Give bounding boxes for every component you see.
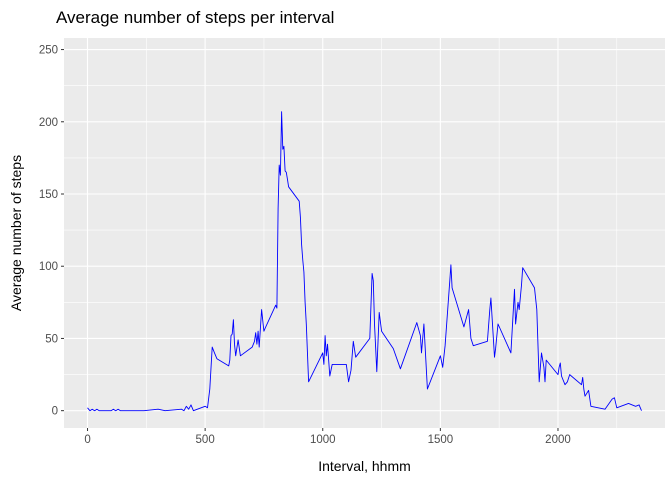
x-tick-label: 2000 bbox=[545, 434, 571, 446]
series-line bbox=[87, 111, 642, 412]
y-tick-label: 0 bbox=[52, 406, 58, 418]
x-tick-label: 0 bbox=[84, 434, 90, 446]
x-axis-ticks: 0 500 1000 1500 2000 bbox=[84, 428, 571, 446]
y-tick-label: 150 bbox=[39, 189, 58, 201]
y-tick-label: 200 bbox=[39, 117, 58, 129]
y-axis-title: Average number of steps bbox=[8, 155, 24, 311]
major-gridlines bbox=[64, 38, 665, 428]
plot-panel bbox=[64, 38, 665, 428]
y-tick-label: 50 bbox=[45, 333, 58, 345]
minor-gridlines bbox=[64, 38, 665, 428]
chart-title: Average number of steps per interval bbox=[56, 8, 334, 27]
y-axis-ticks: 0 50 100 150 200 250 bbox=[39, 45, 64, 418]
x-axis-title: Interval, hhmm bbox=[318, 458, 411, 474]
x-tick-label: 1000 bbox=[310, 434, 336, 446]
x-tick-label: 1500 bbox=[428, 434, 454, 446]
y-tick-label: 250 bbox=[39, 45, 58, 57]
y-tick-label: 100 bbox=[39, 261, 58, 273]
x-tick-label: 500 bbox=[196, 434, 215, 446]
